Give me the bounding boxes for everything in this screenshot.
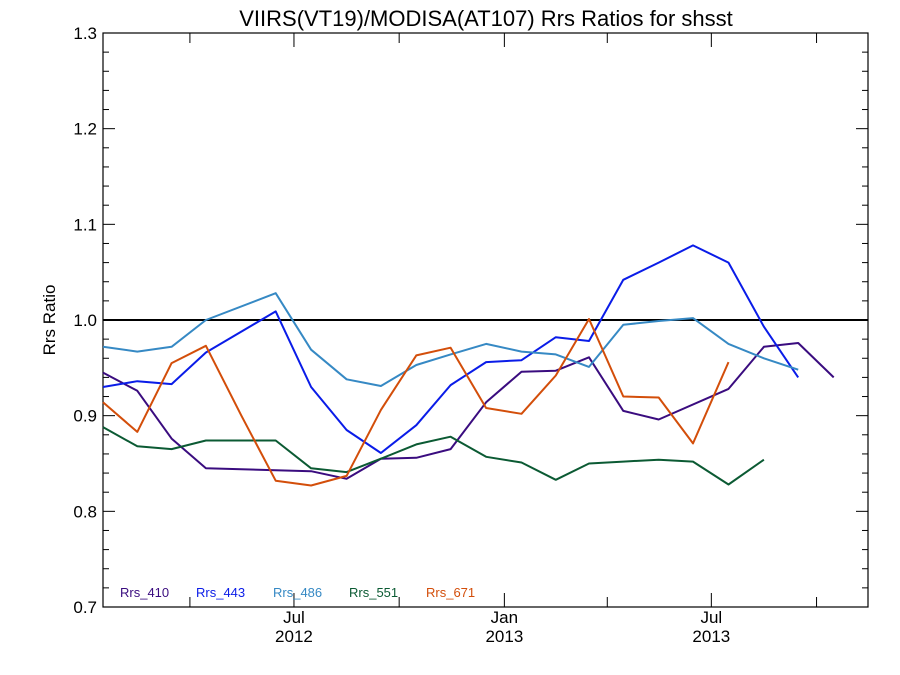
y-tick-label: 1.2 [73,120,97,139]
series-line-rrs-443 [102,244,800,454]
y-tick-label: 1.1 [73,215,97,234]
x-tick-year-label: 2013 [692,627,730,646]
x-tick-month-label: Jan [491,608,518,627]
y-axis-label: Rrs Ratio [40,285,59,356]
x-tick-month-label: Jul [700,608,722,627]
x-tick-year-label: 2013 [485,627,523,646]
legend: Rrs_410 Rrs_443 Rrs_486 Rrs_551 Rrs_671 [120,585,475,600]
y-tick-label: 0.7 [73,598,97,617]
y-axis-ticks: 0.7 0.8 0.9 1.0 1.1 1.2 1.3 [73,24,868,617]
chart-title: VIIRS(VT19)/MODISA(AT107) Rrs Ratios for… [239,6,732,31]
series-lines [102,244,835,487]
series-line-rrs-671 [102,318,730,487]
series-line-rrs-486 [102,292,799,387]
series-line-rrs-410 [102,342,835,480]
y-tick-label: 0.9 [73,407,97,426]
y-tick-label: 1.0 [73,311,97,330]
legend-entry-rrs-551: Rrs_551 [349,585,398,600]
y-tick-label: 1.3 [73,24,97,43]
series-line-rrs-551 [102,426,765,486]
legend-entry-rrs-410: Rrs_410 [120,585,169,600]
legend-entry-rrs-486: Rrs_486 [273,585,322,600]
x-tick-year-label: 2012 [275,627,313,646]
x-tick-month-label: Jul [283,608,305,627]
legend-entry-rrs-443: Rrs_443 [196,585,245,600]
legend-entry-rrs-671: Rrs_671 [426,585,475,600]
y-tick-label: 0.8 [73,502,97,521]
